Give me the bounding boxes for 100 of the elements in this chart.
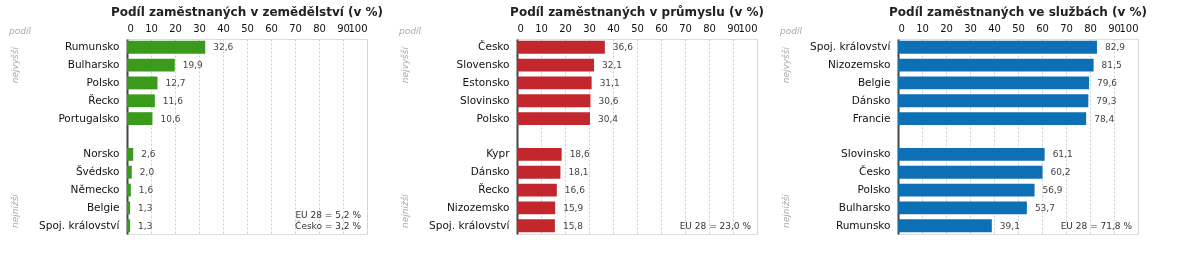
y-tick-label: Kypr	[486, 147, 511, 160]
y-tick-label: Estonsko	[462, 75, 510, 88]
bar	[898, 76, 1090, 90]
bar	[898, 112, 1087, 126]
data-label: 56,9	[1042, 185, 1063, 196]
data-label: 1,3	[138, 202, 153, 213]
text: nejnižší	[781, 192, 791, 228]
x-tick-label: 10	[916, 22, 929, 34]
data-label: 2,0	[139, 167, 155, 178]
x-tick-label: 90	[1108, 22, 1121, 34]
text: nejnižší	[10, 192, 20, 228]
bar	[898, 183, 1035, 197]
y-tick-label: Belgie	[857, 75, 891, 88]
x-tick-label: 90	[337, 22, 350, 34]
bar	[127, 219, 131, 233]
x-tick-label: 30	[964, 22, 977, 34]
data-label: 10,6	[160, 113, 181, 124]
bar	[517, 147, 562, 161]
data-label: 19,9	[182, 60, 204, 71]
bar	[517, 76, 592, 90]
data-label: 18,6	[569, 149, 590, 160]
bar	[898, 201, 1027, 215]
bar	[127, 165, 132, 179]
y-tick-label: Dánsko	[470, 165, 510, 178]
data-label: 30,6	[598, 95, 619, 106]
bar	[517, 112, 590, 126]
x-tick-label: 50	[631, 22, 644, 34]
data-label: 82,9	[1104, 42, 1126, 53]
chart-title: Podíl zaměstnaných v zemědělství (v %)	[110, 5, 384, 19]
x-tick-label: 80	[703, 22, 716, 34]
bar	[517, 219, 555, 233]
y-tick-label: Řecko	[478, 183, 510, 196]
data-label: 31,1	[599, 77, 620, 88]
bar	[898, 40, 1097, 54]
x-tick-label: 0	[898, 22, 905, 34]
data-label: 15,8	[562, 220, 584, 231]
data-label: 79,6	[1097, 77, 1118, 88]
x-tick-label: 40	[217, 22, 230, 34]
bar	[127, 40, 206, 54]
y-tick-label: Slovinsko	[841, 147, 891, 160]
x-tick-label: 10	[535, 22, 548, 34]
data-label: 12,7	[165, 77, 186, 88]
x-tick-label: 50	[241, 22, 254, 34]
bar	[898, 165, 1043, 179]
data-label: 2,6	[141, 149, 156, 160]
x-tick-label: 70	[289, 22, 302, 34]
y-tick-label: Portugalsko	[58, 111, 120, 124]
data-label: 32,1	[602, 60, 623, 71]
data-label: 18,1	[568, 167, 589, 178]
y-tick-label: Rumunsko	[64, 40, 120, 53]
x-tick-label: 80	[313, 22, 326, 34]
y-tick-label: Slovensko	[456, 58, 510, 71]
x-tick-label: 60	[265, 22, 278, 34]
x-tick-label: 40	[607, 22, 620, 34]
x-tick-label: 100	[738, 22, 758, 34]
y-tick-label: Nizozemsko	[827, 58, 891, 71]
data-label: 78,4	[1094, 113, 1115, 124]
annotation: Česko = 3,2 %	[295, 220, 362, 231]
data-label: 79,3	[1096, 95, 1117, 106]
annotation: EU 28 = 71,8 %	[1060, 221, 1133, 231]
y-tick-label: Bulharsko	[838, 200, 891, 213]
bar	[127, 201, 131, 215]
data-label: 53,7	[1034, 202, 1055, 213]
y-tick-label: Belgie	[86, 200, 120, 213]
bar	[898, 94, 1089, 108]
x-tick-label: 80	[1084, 22, 1097, 34]
y-tick-label: Polsko	[476, 111, 510, 124]
y-tick-label: Francie	[852, 111, 891, 124]
y-tick-label: Norsko	[83, 147, 120, 160]
x-tick-label: 20	[940, 22, 953, 34]
data-label: 30,4	[597, 113, 619, 124]
data-label: 16,6	[564, 185, 586, 196]
data-label: 1,3	[138, 220, 153, 231]
chart-title: Podíl zaměstnaných ve službách (v %)	[889, 5, 1147, 19]
y-tick-label: Polsko	[857, 183, 891, 196]
y-tick-label: Slovinsko	[460, 93, 510, 106]
x-tick-label: 70	[679, 22, 692, 34]
x-tick-label: 20	[559, 22, 572, 34]
y-tick-label: Bulharsko	[67, 58, 120, 71]
text: nejnižší	[400, 192, 410, 228]
text: nejvyšší	[10, 45, 20, 84]
y-tick-label: Spoj. království	[429, 218, 511, 231]
data-label: 15,9	[563, 202, 584, 213]
data-label: 11,6	[162, 95, 184, 106]
x-tick-label: 50	[1012, 22, 1025, 34]
annotation: EU 28 = 23,0 %	[679, 221, 752, 231]
x-tick-label: 60	[655, 22, 668, 34]
bar	[127, 76, 158, 90]
data-label: 32,6	[213, 42, 234, 53]
x-tick-label: 0	[517, 22, 524, 34]
bar	[898, 58, 1094, 72]
x-tick-label: 40	[988, 22, 1001, 34]
bar	[127, 183, 131, 197]
y-tick-label: Polsko	[86, 75, 120, 88]
bar	[517, 183, 557, 197]
chart-title: Podíl zaměstnaných v průmyslu (v %)	[510, 5, 764, 19]
x-tick-label: 100	[348, 22, 368, 34]
annotation: EU 28 = 5,2 %	[295, 210, 362, 220]
bar	[517, 165, 561, 179]
x-tick-label: 60	[1036, 22, 1049, 34]
